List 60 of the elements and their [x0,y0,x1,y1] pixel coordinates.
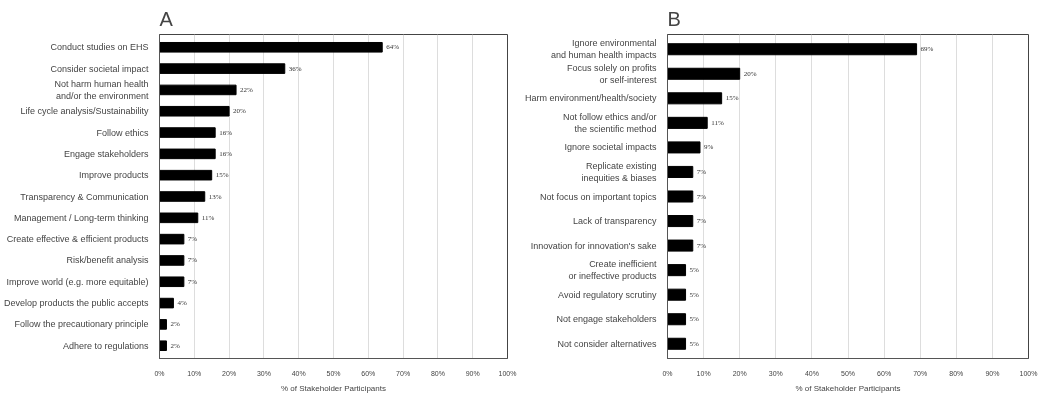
y-tick-label: Transparency & Communication [20,191,149,202]
bar [667,313,687,326]
y-tick-label: Improve products [78,170,149,181]
y-tick-label: Management / Long-term thinking [13,212,149,223]
bar [667,67,741,80]
bar [159,191,206,202]
y-tick-label: Not harm human health and/or the environment [54,78,149,101]
y-tick-label: Lack of transparency [572,216,657,227]
y-tick-label: Focus solely on profits or self-interest [566,62,657,85]
y-tick-label: Risk/benefit analysis [66,255,149,266]
y-tick-label: Create effective & efficient products [6,234,149,245]
y-tick-label: Innovation for innovation's sake [530,240,657,251]
bar [159,255,185,266]
bar [667,264,687,277]
bar [159,233,185,245]
bar [159,340,167,352]
y-tick-label: Conduct studies on EHS [50,42,149,53]
y-tick-label: Not engage stakeholders [556,314,657,325]
x-axis-title: % of Stakeholder Participants [281,383,386,393]
y-tick-label: Life cycle analysis/Sustainability [20,106,149,117]
bar [159,319,167,330]
bar [159,212,199,224]
bar [667,215,694,228]
y-tick-label: Harm environment/health/society [524,93,657,104]
bar [667,43,918,56]
y-tick-label: Not consider alternatives [557,338,657,349]
y-tick-label: Not focus on important topics [539,191,657,202]
y-tick-label: Replicate existing inequities & biases [581,160,657,183]
bar [159,127,216,138]
y-tick-label: Adhere to regulations [62,340,149,351]
y-tick-label: Not follow ethics and/or the scientific method [562,111,657,134]
bar [159,84,237,96]
bar [159,63,286,74]
bar [159,41,383,53]
bar [667,288,687,301]
bar [667,239,694,252]
y-tick-label: Avoid regulatory scrutiny [558,289,657,300]
chart-title: B [667,7,681,30]
y-tick-label: Create inefficient or ineffective products [568,259,657,282]
bar [667,141,701,154]
y-tick-label: Follow the precautionary principle [14,319,149,330]
bar [667,337,687,350]
bar [667,92,723,105]
bar [667,190,694,203]
y-tick-label: Follow ethics [96,127,149,138]
bar [667,165,694,178]
y-tick-label: Improve world (e.g. more equitable) [6,276,149,287]
bar [667,116,708,129]
y-tick-label: Engage stakeholders [63,148,149,159]
y-tick-label: Develop products the public accepts [3,298,149,309]
y-tick-label: Ignore societal impacts [564,142,657,153]
bar [159,148,216,160]
chart-title: A [159,7,174,30]
bar [159,276,185,288]
y-tick-label: Ignore environmental and human health impacts [550,38,657,61]
x-axis-title: % of Stakeholder Participants [795,383,901,393]
y-tick-label: Consider societal impact [50,63,149,74]
bar [159,169,213,181]
bar [159,297,174,309]
bar [159,105,230,117]
